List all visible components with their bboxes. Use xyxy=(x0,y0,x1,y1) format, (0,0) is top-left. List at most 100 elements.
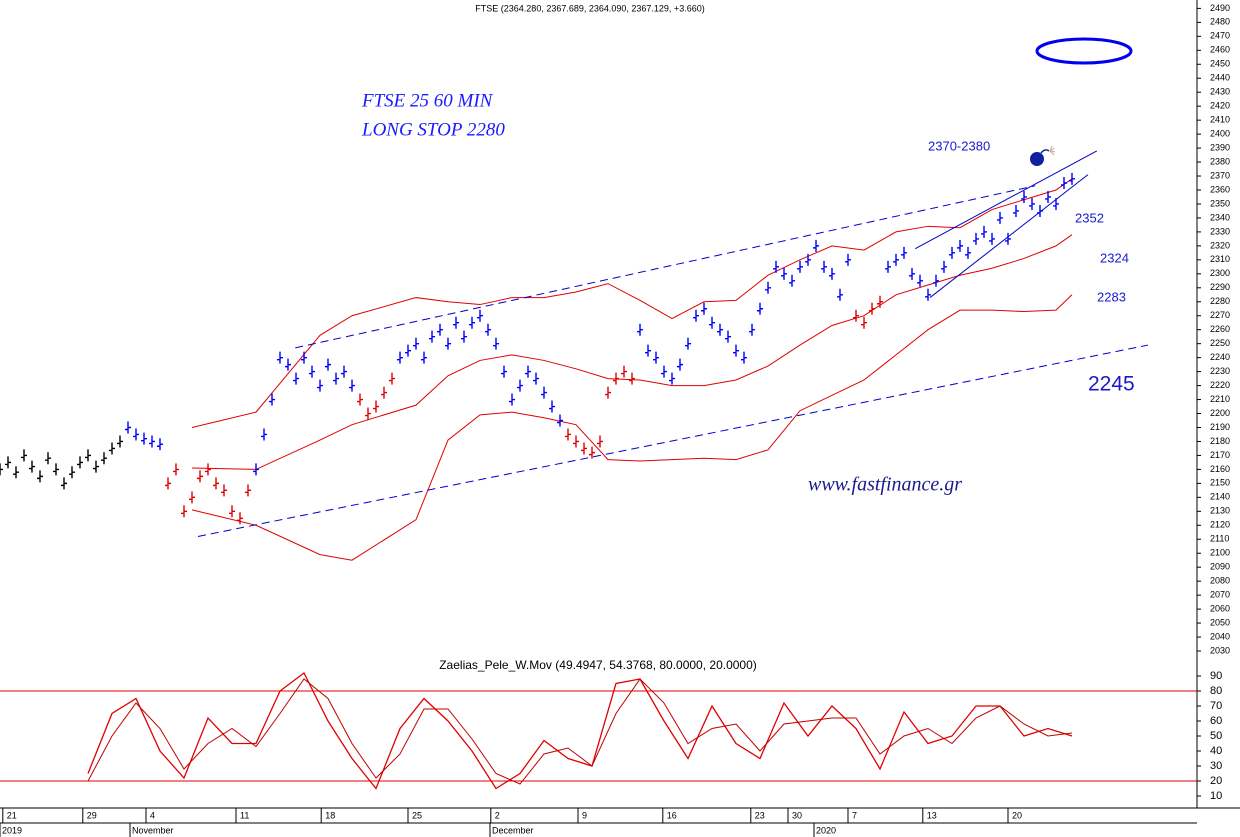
price-bar xyxy=(1029,197,1035,210)
annotation: LONG STOP 2280 xyxy=(361,119,505,140)
price-bar xyxy=(653,351,659,364)
price-bar xyxy=(349,379,355,392)
y-tick-label: 2280 xyxy=(1210,296,1230,306)
trendline xyxy=(929,174,1089,298)
y-tick-label: 2230 xyxy=(1210,366,1230,376)
price-bar xyxy=(293,372,299,385)
trendline xyxy=(295,185,1036,349)
price-bar xyxy=(37,470,43,483)
price-bar xyxy=(509,393,515,406)
y-tick-label: 50 xyxy=(1210,730,1222,742)
y-tick-label: 40 xyxy=(1210,745,1222,757)
annotation: 2324 xyxy=(1100,250,1129,265)
x-tick-label: 4 xyxy=(150,810,155,820)
price-bar xyxy=(389,372,395,385)
price-bar xyxy=(597,435,603,448)
trendline xyxy=(914,150,1098,250)
price-bar xyxy=(453,316,459,329)
price-bar xyxy=(357,393,363,406)
price-bar xyxy=(93,460,99,473)
chart-title: FTSE (2364.280, 2367.689, 2364.090, 2367… xyxy=(475,3,704,13)
y-tick-label: 2090 xyxy=(1210,562,1230,572)
price-bar xyxy=(637,323,643,336)
price-bar xyxy=(973,232,979,245)
price-bar xyxy=(29,460,35,473)
price-bar xyxy=(381,386,387,399)
y-tick-label: 2310 xyxy=(1210,254,1230,264)
y-tick-label: 2480 xyxy=(1210,17,1230,27)
price-bar xyxy=(405,344,411,357)
y-tick-label: 90 xyxy=(1210,670,1222,682)
price-bar xyxy=(629,372,635,385)
price-bar xyxy=(165,477,171,490)
price-bar xyxy=(205,463,211,476)
x-tick-label: 25 xyxy=(412,810,422,820)
price-bar xyxy=(805,253,811,266)
price-bar xyxy=(1045,190,1051,203)
price-bar xyxy=(677,358,683,371)
price-bar xyxy=(485,323,491,336)
x-tick-label: 7 xyxy=(852,810,857,820)
y-tick-label: 2360 xyxy=(1210,184,1230,194)
price-bar xyxy=(621,365,627,378)
price-bar xyxy=(781,267,787,280)
price-bar xyxy=(269,393,275,406)
trendline xyxy=(197,344,1149,537)
price-bar xyxy=(13,466,19,479)
y-tick-label: 2150 xyxy=(1210,478,1230,488)
price-bar xyxy=(573,435,579,448)
y-tick-label: 2400 xyxy=(1210,128,1230,138)
y-tick-label: 2490 xyxy=(1210,3,1230,13)
price-bar xyxy=(557,414,563,427)
annotation: 2370-2380 xyxy=(928,138,990,153)
price-bar xyxy=(925,288,931,301)
y-tick-label: 2440 xyxy=(1210,73,1230,83)
month-label: December xyxy=(492,825,534,835)
price-bar xyxy=(237,512,243,525)
price-bar xyxy=(581,442,587,455)
price-bar xyxy=(397,351,403,364)
price-bar xyxy=(221,484,227,497)
price-bar xyxy=(413,337,419,350)
y-tick-label: 2420 xyxy=(1210,101,1230,111)
price-bar xyxy=(317,379,323,392)
price-bar xyxy=(589,446,595,459)
y-tick-label: 2390 xyxy=(1210,142,1230,152)
y-tick-label: 80 xyxy=(1210,685,1222,697)
price-bar xyxy=(861,316,867,329)
x-tick-label: 16 xyxy=(667,810,677,820)
y-tick-label: 2040 xyxy=(1210,631,1230,641)
price-bar xyxy=(341,365,347,378)
y-tick-label: 2300 xyxy=(1210,268,1230,278)
price-bar xyxy=(429,330,435,343)
y-tick-label: 2190 xyxy=(1210,422,1230,432)
price-bar xyxy=(837,288,843,301)
y-tick-label: 2140 xyxy=(1210,492,1230,502)
price-bar xyxy=(261,428,267,441)
price-bar xyxy=(701,302,707,315)
price-bar xyxy=(277,351,283,364)
annotation: 2352 xyxy=(1075,210,1104,225)
price-bar xyxy=(173,463,179,476)
price-bar xyxy=(757,302,763,315)
price-bar xyxy=(517,379,523,392)
price-bar xyxy=(301,351,307,364)
price-bar xyxy=(957,239,963,252)
price-bar xyxy=(869,302,875,315)
y-tick-label: 2050 xyxy=(1210,617,1230,627)
price-bar xyxy=(253,463,259,476)
price-bar xyxy=(693,309,699,322)
price-bar xyxy=(141,432,147,445)
y-tick-label: 2160 xyxy=(1210,464,1230,474)
y-tick-label: 2370 xyxy=(1210,170,1230,180)
price-bar xyxy=(989,232,995,245)
y-tick-label: 2460 xyxy=(1210,45,1230,55)
y-tick-label: 2260 xyxy=(1210,324,1230,334)
price-bar xyxy=(181,505,187,518)
price-bar xyxy=(813,239,819,252)
y-tick-label: 2240 xyxy=(1210,352,1230,362)
y-tick-label: 2320 xyxy=(1210,240,1230,250)
price-bar xyxy=(309,365,315,378)
price-bar xyxy=(949,246,955,259)
